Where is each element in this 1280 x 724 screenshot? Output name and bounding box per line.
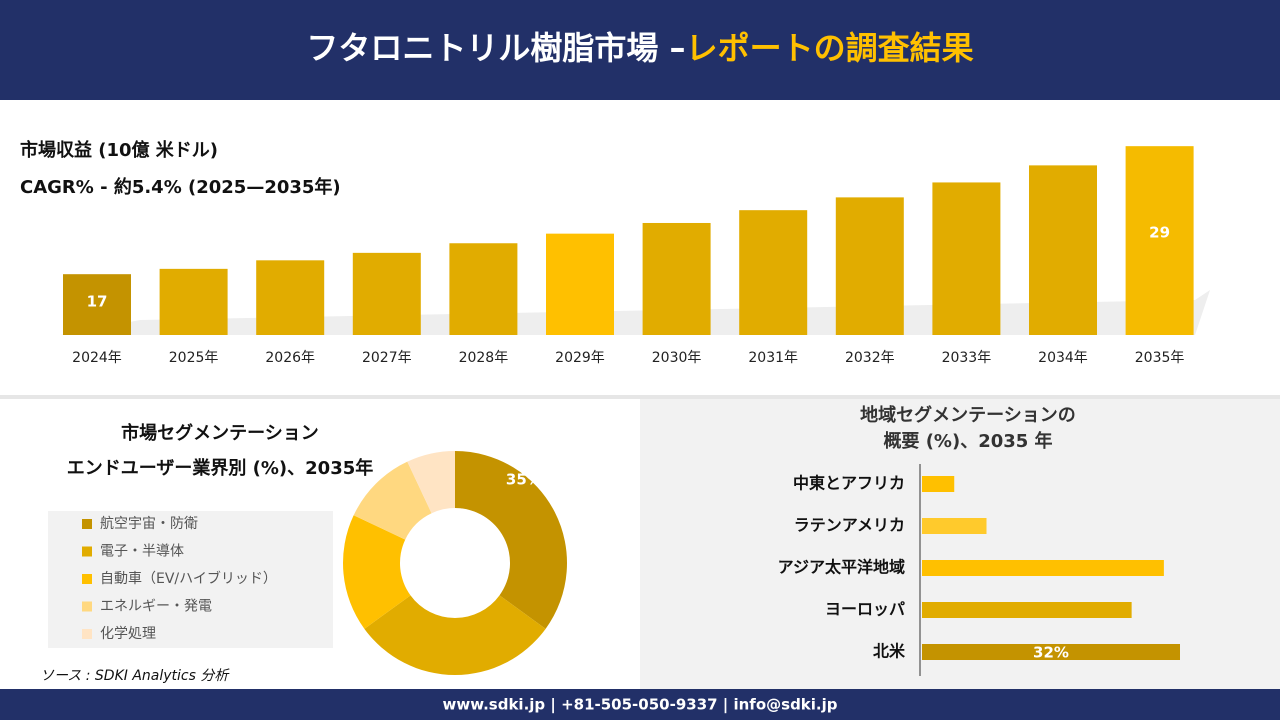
legend-swatch bbox=[82, 519, 92, 529]
x-tick-label: 2034年 bbox=[1038, 350, 1088, 366]
data-label: 29 bbox=[1149, 224, 1170, 242]
donut-title: 市場セグメンテーション bbox=[121, 422, 319, 444]
bar bbox=[835, 197, 904, 335]
y-tick-label: 北米 bbox=[873, 642, 906, 661]
legend-swatch bbox=[82, 546, 92, 557]
bar-title: 市場収益 (10億 米ドル) bbox=[20, 139, 218, 161]
header-band bbox=[0, 0, 1280, 100]
x-tick-label: 2028年 bbox=[459, 350, 509, 366]
footer-band bbox=[0, 689, 1280, 720]
x-tick-label: 2027年 bbox=[362, 350, 412, 366]
bar bbox=[922, 602, 1132, 618]
y-tick-label: ラテンアメリカ bbox=[794, 516, 905, 535]
bar bbox=[922, 518, 987, 534]
bar bbox=[352, 252, 421, 335]
y-tick-label: ヨーロッパ bbox=[825, 600, 905, 619]
bar bbox=[642, 222, 711, 335]
legend-label: 自動車（EV/ハイブリッド） bbox=[100, 570, 277, 587]
bar bbox=[449, 243, 518, 335]
data-label: 17 bbox=[87, 293, 108, 311]
bar bbox=[922, 644, 1180, 660]
donut-title: エンドユーザー業界別 (%)、2035年 bbox=[67, 457, 374, 479]
header-title: フタロニトリル樹脂市場 –レポートの調査結果 bbox=[306, 29, 973, 67]
donut-slice bbox=[364, 595, 546, 675]
y-tick-label: 中東とアフリカ bbox=[793, 474, 905, 493]
legend-label: 航空宇宙・防衛 bbox=[100, 516, 198, 532]
bar bbox=[546, 233, 614, 335]
y-tick-label: アジア太平洋地域 bbox=[778, 558, 905, 577]
legend-box bbox=[48, 511, 333, 648]
divider bbox=[0, 395, 1280, 399]
bar-shadow bbox=[60, 290, 1210, 335]
donut-slice bbox=[353, 461, 432, 540]
bar bbox=[922, 560, 1164, 576]
donut-slice bbox=[407, 451, 455, 514]
x-tick-label: 2033年 bbox=[942, 350, 992, 366]
donut-slice bbox=[455, 451, 567, 629]
bar bbox=[1029, 165, 1097, 335]
footer-contact: www.sdki.jp | +81-505-050-9337 | info@sd… bbox=[442, 696, 837, 715]
legend-label: エネルギー・発電 bbox=[100, 599, 212, 615]
legend-label: 電子・半導体 bbox=[100, 544, 184, 560]
donut-slice bbox=[343, 515, 411, 629]
title-highlight: レポートの調査結果 bbox=[686, 29, 974, 67]
bar bbox=[932, 182, 1001, 335]
x-tick-label: 2026年 bbox=[265, 350, 315, 366]
title-main: フタロニトリル樹脂市場 – bbox=[306, 29, 685, 67]
legend-swatch bbox=[82, 574, 92, 584]
barh-title: 概要 (%)、2035 年 bbox=[883, 430, 1052, 452]
x-tick-label: 2035年 bbox=[1135, 350, 1185, 366]
bar bbox=[922, 476, 955, 492]
bar bbox=[739, 210, 808, 335]
legend-label: 化学処理 bbox=[100, 626, 156, 642]
bar bbox=[159, 268, 228, 335]
x-tick-label: 2029年 bbox=[555, 350, 605, 366]
legend-swatch bbox=[82, 629, 92, 639]
legend-swatch bbox=[82, 601, 92, 612]
source-note: ソース : SDKI Analytics 分析 bbox=[40, 668, 230, 684]
x-tick-label: 2024年 bbox=[72, 350, 122, 366]
x-tick-label: 2025年 bbox=[169, 350, 219, 366]
data-label: 32% bbox=[1033, 644, 1069, 662]
x-tick-label: 2032年 bbox=[845, 350, 895, 366]
right-panel bbox=[640, 399, 1280, 689]
bar bbox=[256, 260, 325, 335]
bar bbox=[63, 274, 131, 335]
bar bbox=[1125, 146, 1194, 335]
bar-subtitle: CAGR% - 約5.4% (2025—2035年) bbox=[20, 176, 341, 198]
data-label: 35% bbox=[506, 470, 542, 488]
x-tick-label: 2030年 bbox=[652, 350, 702, 366]
x-tick-label: 2031年 bbox=[748, 350, 798, 366]
barh-title: 地域セグメンテーションの bbox=[860, 404, 1076, 426]
